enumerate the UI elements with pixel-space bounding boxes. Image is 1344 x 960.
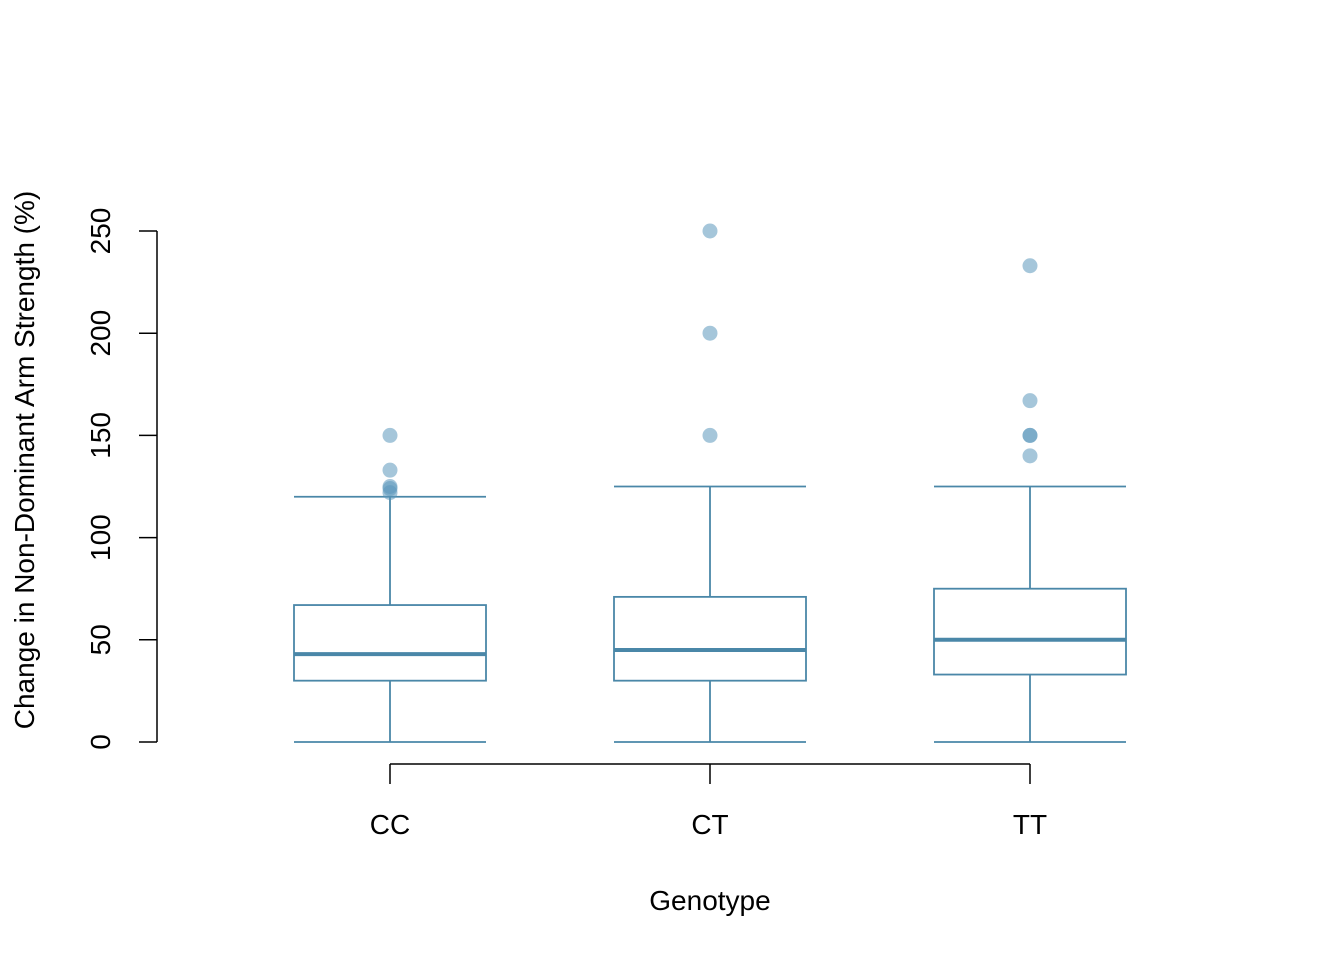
- outlier-point: [702, 223, 718, 239]
- boxes-layer: [293, 223, 1127, 743]
- y-axis: 0 50 100 150 200 250: [85, 208, 158, 750]
- x-tick-label-cc: CC: [370, 809, 410, 840]
- y-tick-label: 50: [85, 624, 116, 655]
- x-axis: CC CT TT: [370, 763, 1047, 840]
- box-cc: [293, 427, 487, 743]
- y-tick-label: 200: [85, 310, 116, 357]
- outlier-point: [382, 462, 398, 478]
- x-tick-label-tt: TT: [1013, 809, 1047, 840]
- outlier-point: [702, 427, 718, 443]
- y-tick-label: 100: [85, 514, 116, 561]
- outlier-point: [1022, 427, 1038, 443]
- y-tick-label: 150: [85, 412, 116, 459]
- x-tick-label-ct: CT: [691, 809, 728, 840]
- box-tt: [933, 258, 1127, 743]
- outlier-point: [382, 427, 398, 443]
- outlier-point: [1022, 393, 1038, 409]
- outlier-point: [1022, 448, 1038, 464]
- y-tick-label: 0: [85, 734, 116, 750]
- box-iqr: [613, 595, 807, 682]
- outlier-point: [702, 325, 718, 341]
- y-axis-title: Change in Non-Dominant Arm Strength (%): [9, 191, 40, 729]
- box-ct: [613, 223, 807, 743]
- box-iqr: [293, 604, 487, 682]
- box-iqr: [933, 587, 1127, 676]
- outlier-point: [382, 479, 398, 494]
- y-tick-label: 250: [85, 208, 116, 255]
- x-axis-title: Genotype: [649, 885, 770, 916]
- outlier-point: [1022, 258, 1038, 274]
